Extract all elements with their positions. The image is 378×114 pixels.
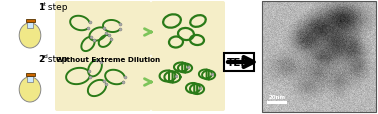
FancyBboxPatch shape [224,54,254,71]
Text: 20nm: 20nm [268,94,285,99]
Ellipse shape [19,77,41,102]
FancyBboxPatch shape [151,57,225,111]
Text: step: step [45,3,68,12]
Text: 1: 1 [38,3,44,12]
Text: step: step [45,54,68,63]
Bar [25,20,34,23]
Text: 2: 2 [38,54,44,63]
Bar [25,73,34,77]
Ellipse shape [19,24,41,49]
FancyBboxPatch shape [55,2,151,57]
Bar [27,23,33,29]
Text: st: st [42,2,47,7]
Bar [27,76,33,82]
Text: nd: nd [42,54,49,58]
Text: TEM: TEM [227,57,251,67]
FancyBboxPatch shape [151,2,225,57]
Bar [262,2,376,112]
FancyBboxPatch shape [55,57,151,111]
Text: Without Extreme Dilution: Without Extreme Dilution [56,57,160,62]
Bar [267,101,287,104]
